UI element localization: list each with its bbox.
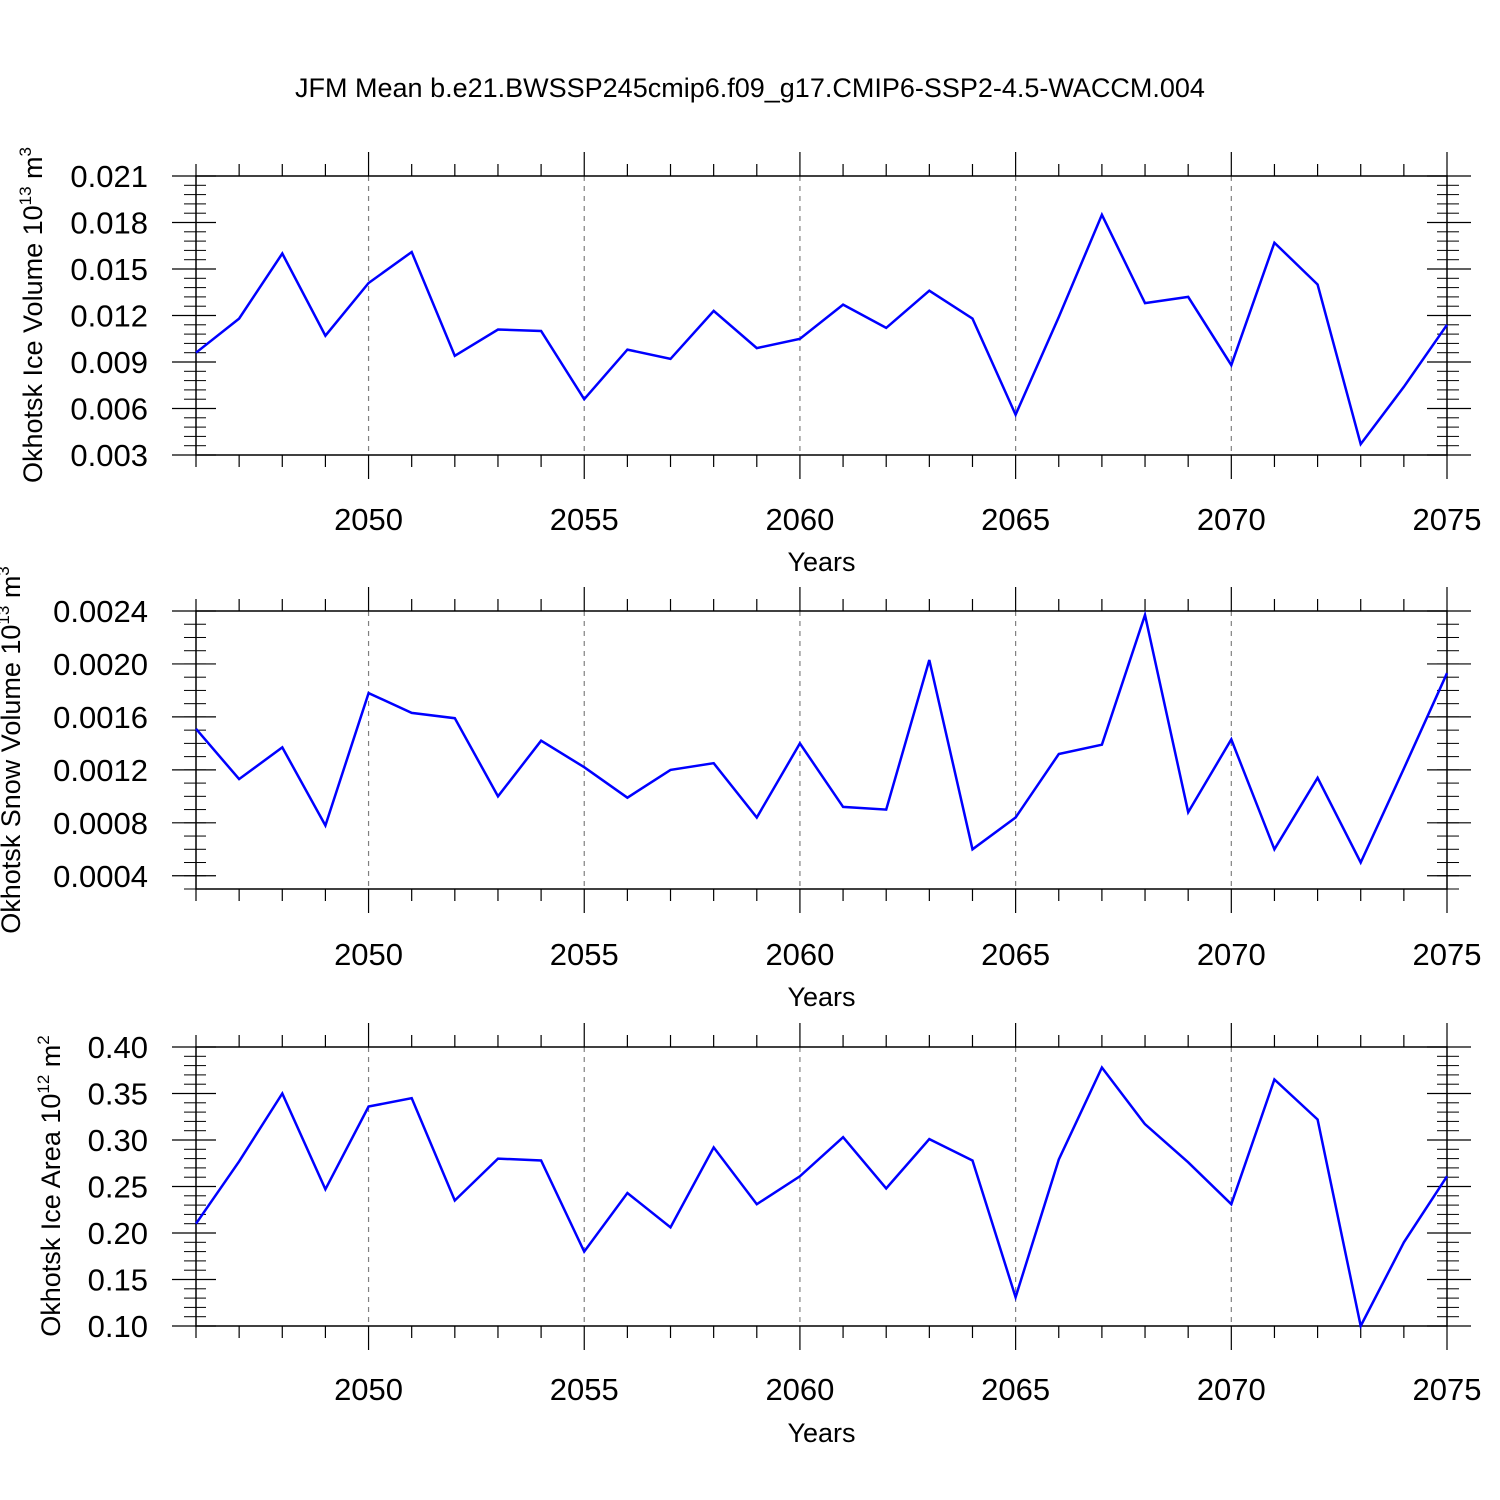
y-tick-label: 0.20 bbox=[88, 1216, 148, 1251]
x-tick-label: 2060 bbox=[765, 937, 834, 972]
y-axis-label: Okhotsk Snow Volume 1013 m3 bbox=[0, 566, 26, 934]
y-tick-label: 0.10 bbox=[88, 1309, 148, 1344]
x-tick-label: 2055 bbox=[550, 1372, 619, 1407]
series-line bbox=[195, 211, 1449, 447]
x-tick-label: 2050 bbox=[334, 937, 403, 972]
x-axis-label: Years bbox=[787, 1418, 855, 1448]
y-tick-label: 0.0004 bbox=[53, 859, 148, 894]
x-tick-label: 2060 bbox=[765, 502, 834, 537]
y-axis-label: Okhotsk Ice Volume 1013 m3 bbox=[16, 147, 48, 483]
y-tick-label: 0.003 bbox=[70, 438, 148, 473]
y-tick-label: 0.012 bbox=[70, 299, 148, 334]
x-tick-label: 2050 bbox=[334, 1372, 403, 1407]
y-tick-label: 0.0020 bbox=[53, 647, 148, 682]
x-axis-label: Years bbox=[787, 547, 855, 577]
y-tick-label: 0.021 bbox=[70, 159, 148, 194]
x-tick-label: 2055 bbox=[550, 937, 619, 972]
plot-frame bbox=[195, 610, 1448, 890]
x-tick-label: 2060 bbox=[765, 1372, 834, 1407]
y-tick-label: 0.0016 bbox=[53, 700, 148, 735]
x-tick-label: 2050 bbox=[334, 502, 403, 537]
y-tick-label: 0.30 bbox=[88, 1123, 148, 1158]
chart-panel-2: 0.0004 0.0008 0.0012 0.0016 0.0020 0.0024 2050… bbox=[0, 566, 1481, 1012]
y-tick-label: 0.0024 bbox=[53, 594, 148, 629]
chart-title: JFM Mean b.e21.BWSSP245cmip6.f09_g17.CMI… bbox=[295, 73, 1205, 103]
y-tick-label: 0.15 bbox=[88, 1263, 148, 1298]
series-line bbox=[194, 1065, 1449, 1330]
y-tick-label: 0.40 bbox=[88, 1030, 148, 1065]
x-tick-label: 2070 bbox=[1197, 937, 1266, 972]
y-tick-label: 0.009 bbox=[70, 345, 148, 380]
y-axis-label: Okhotsk Ice Area 1012 m2 bbox=[34, 1035, 66, 1337]
chart-panel-3: 0.10 0.15 0.20 0.25 0.30 0.35 0.40 2050 2055 2060… bbox=[34, 1023, 1481, 1448]
y-tick-label: 0.018 bbox=[70, 206, 148, 241]
chart-panel-1: 0.003 0.006 0.009 0.012 0.015 0.018 0.021 2050 2… bbox=[16, 147, 1481, 577]
x-tick-label: 2055 bbox=[550, 502, 619, 537]
x-tick-label: 2075 bbox=[1413, 1372, 1482, 1407]
x-tick-label: 2070 bbox=[1197, 1372, 1266, 1407]
plot-frame bbox=[195, 1046, 1448, 1327]
y-tick-label: 0.35 bbox=[88, 1077, 148, 1112]
x-axis-label: Years bbox=[787, 982, 855, 1012]
y-tick-label: 0.0008 bbox=[53, 806, 148, 841]
y-tick-label: 0.015 bbox=[70, 252, 148, 287]
x-tick-label: 2070 bbox=[1197, 502, 1266, 537]
y-tick-label: 0.0012 bbox=[53, 753, 148, 788]
x-tick-label: 2065 bbox=[981, 937, 1050, 972]
x-tick-label: 2065 bbox=[981, 1372, 1050, 1407]
plot-frame bbox=[195, 175, 1448, 456]
x-tick-label: 2075 bbox=[1413, 502, 1482, 537]
y-tick-label: 0.006 bbox=[70, 392, 148, 427]
x-tick-label: 2065 bbox=[981, 502, 1050, 537]
x-tick-label: 2075 bbox=[1413, 937, 1482, 972]
y-tick-label: 0.25 bbox=[88, 1170, 148, 1205]
series-line bbox=[195, 610, 1449, 866]
